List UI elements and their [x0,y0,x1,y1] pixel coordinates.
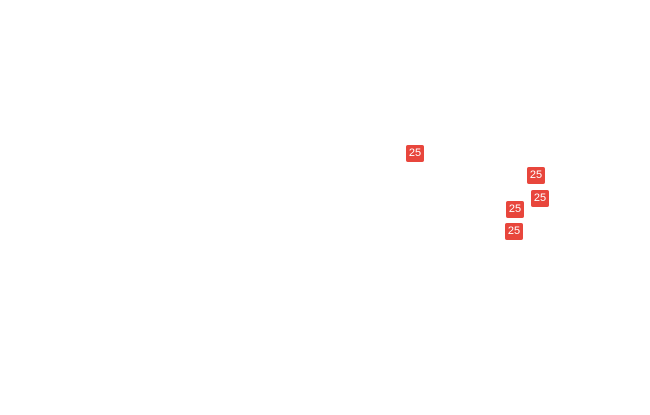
map-cluster-badge[interactable]: 25 [531,190,549,207]
map-cluster-badge[interactable]: 25 [506,201,524,218]
map-cluster-badge[interactable]: 25 [406,145,424,162]
map-cluster-badge[interactable]: 25 [527,167,545,184]
map-cluster-badge[interactable]: 25 [505,223,523,240]
